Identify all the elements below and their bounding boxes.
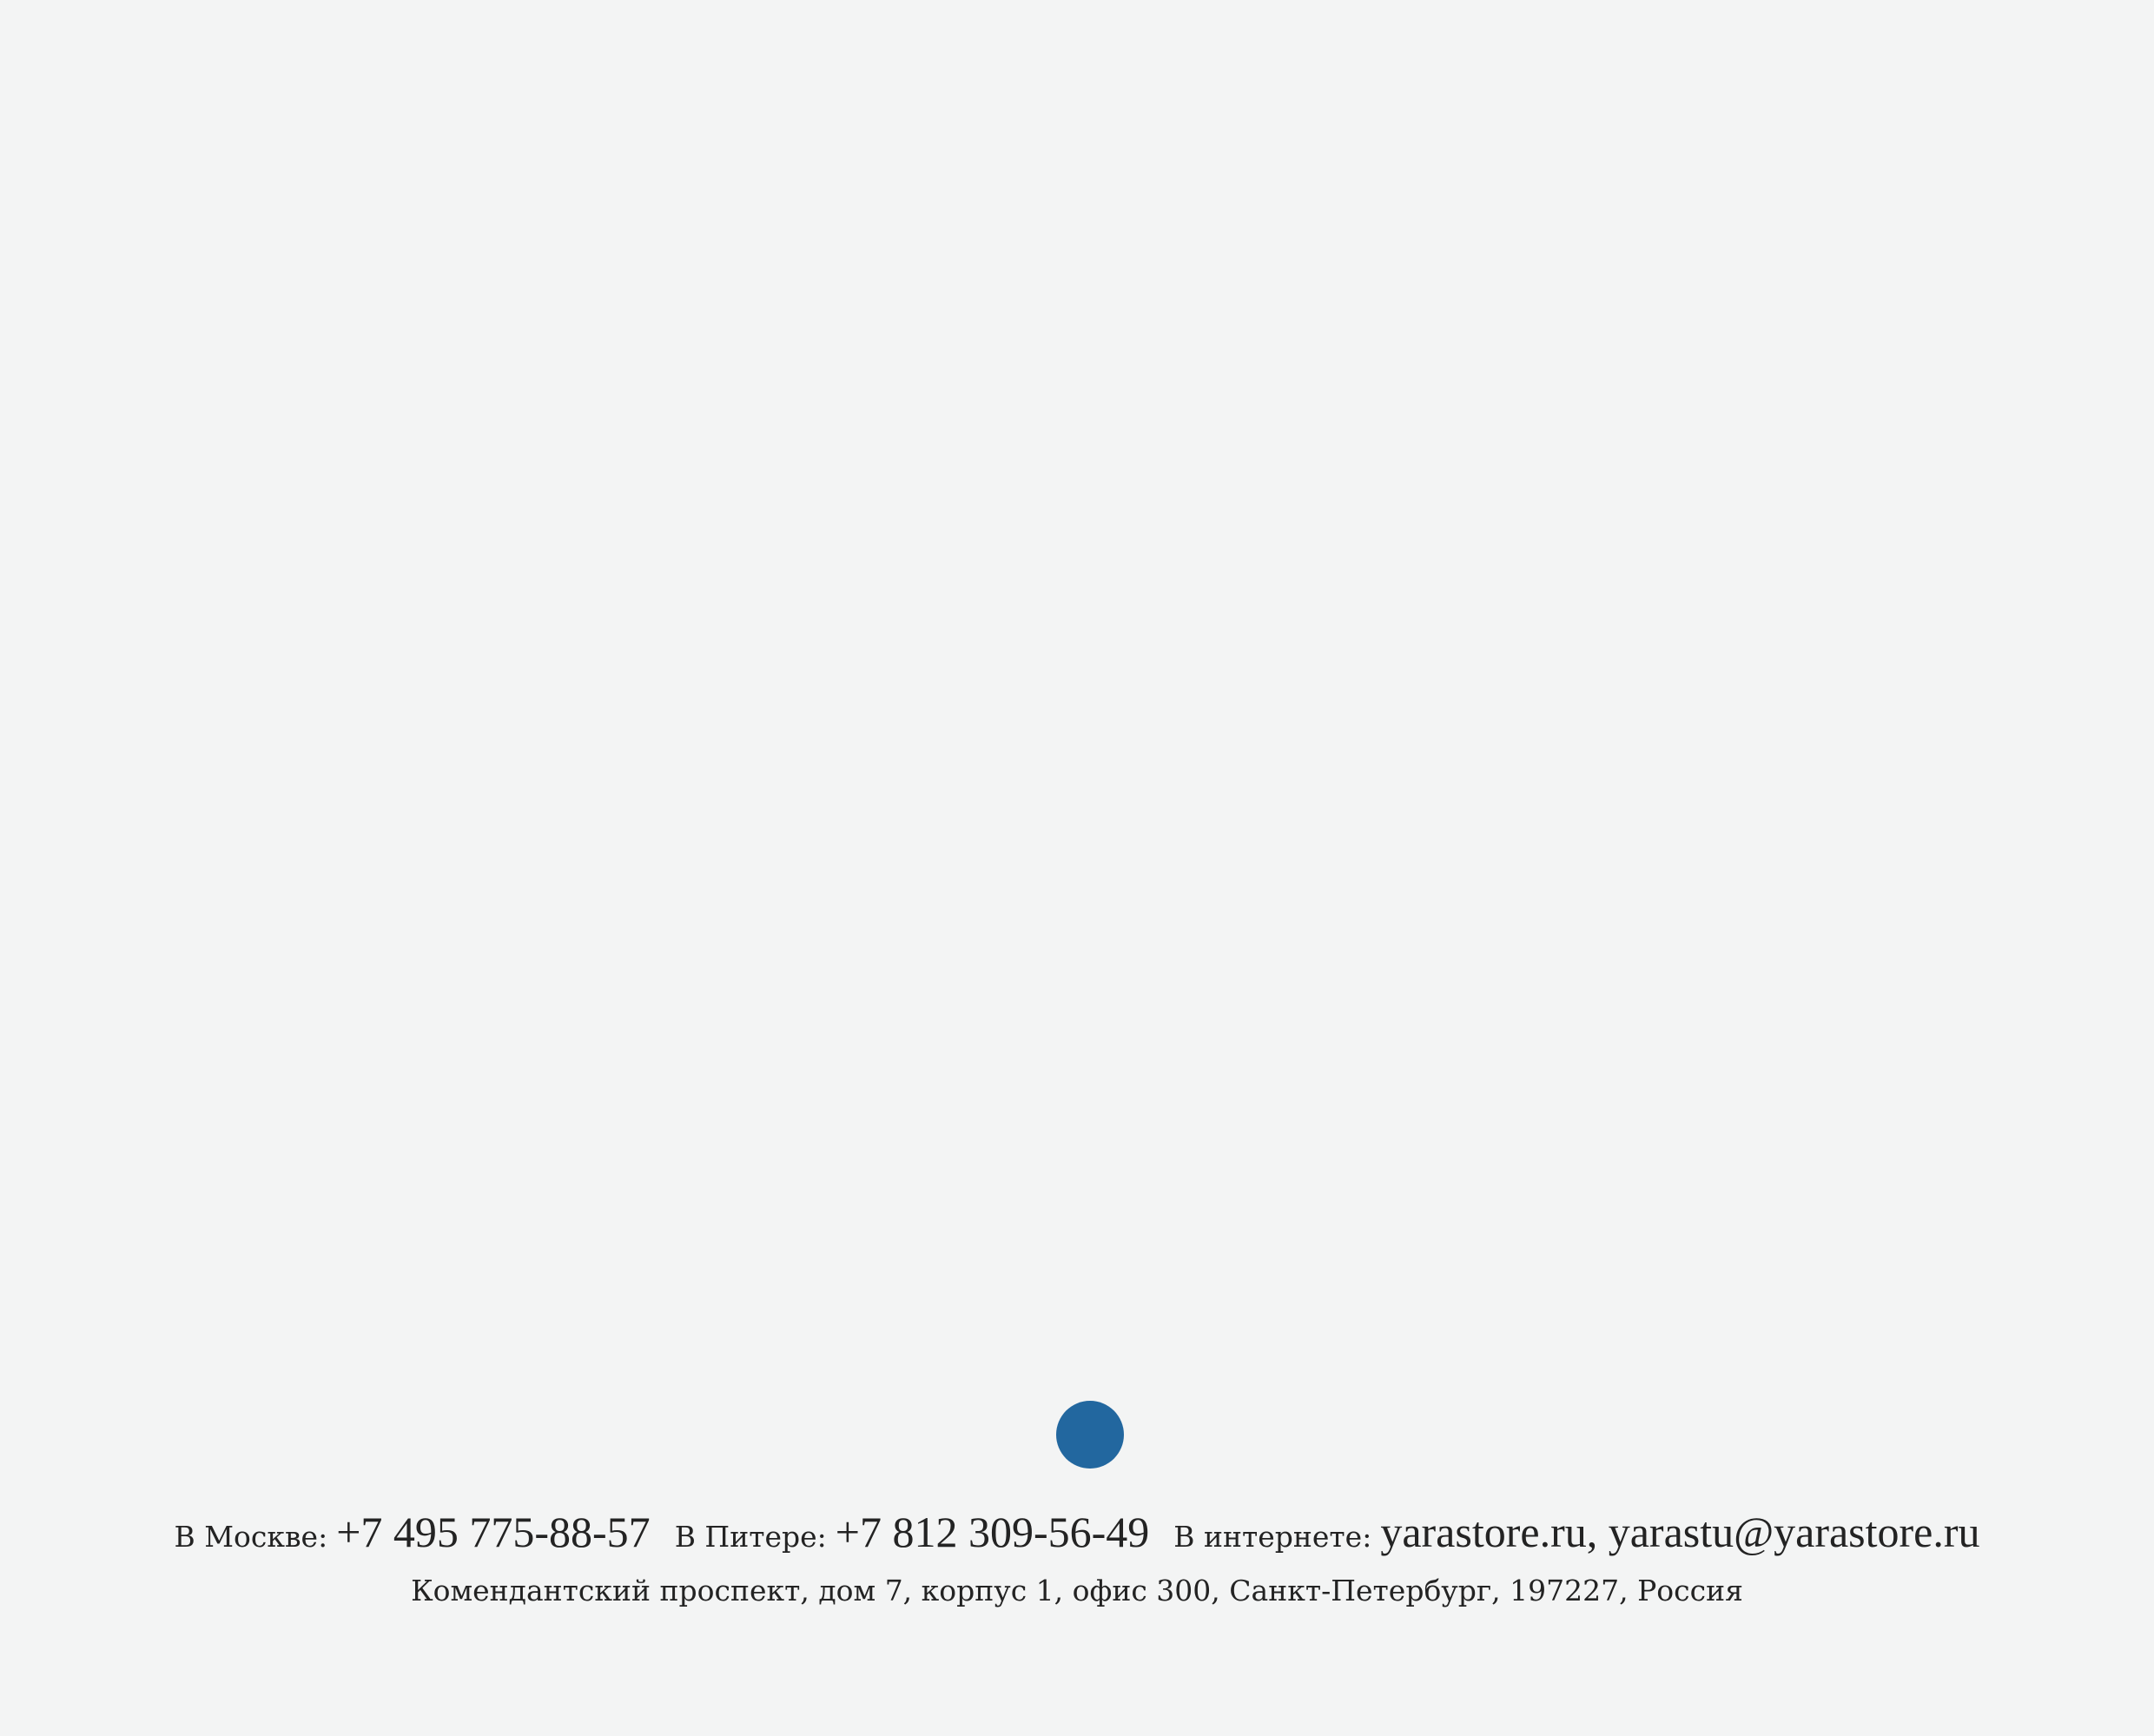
address: Комендантский проспект, дом 7, корпус 1,… — [411, 1574, 1743, 1607]
contact-internet-label: В интернете: — [1173, 1520, 1372, 1554]
accent-dot — [1056, 1401, 1124, 1469]
contacts-line: В Москве: +7 495 775-88-57 В Питере: +7 … — [0, 1507, 2154, 1576]
contact-internet: В интернете: yarastore.ru, yarastu@yaras… — [1173, 1507, 1979, 1557]
contact-piter: В Питере: +7 812 309-56-49 — [675, 1507, 1150, 1557]
contact-internet-links[interactable]: yarastore.ru, yarastu@yarastore.ru — [1380, 1508, 1980, 1556]
contact-moscow: В Москве: +7 495 775-88-57 — [174, 1507, 650, 1557]
contact-moscow-label: В Москве: — [174, 1520, 328, 1554]
contact-moscow-phone[interactable]: +7 495 775-88-57 — [336, 1508, 651, 1556]
contact-piter-label: В Питере: — [674, 1520, 827, 1554]
contact-piter-phone[interactable]: +7 812 309-56-49 — [835, 1508, 1150, 1556]
